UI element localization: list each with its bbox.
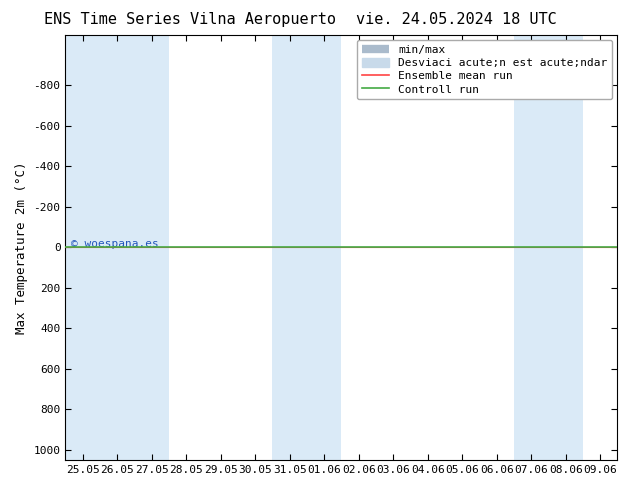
Legend: min/max, Desviaci acute;n est acute;ndar, Ensemble mean run, Controll run: min/max, Desviaci acute;n est acute;ndar…: [357, 40, 612, 99]
Text: ENS Time Series Vilna Aeropuerto: ENS Time Series Vilna Aeropuerto: [44, 12, 336, 27]
Bar: [273, 35, 307, 460]
Bar: [100, 35, 134, 460]
Text: vie. 24.05.2024 18 UTC: vie. 24.05.2024 18 UTC: [356, 12, 557, 27]
Text: © woespana.es: © woespana.es: [71, 239, 158, 249]
Bar: [65, 35, 100, 460]
Y-axis label: Max Temperature 2m (°C): Max Temperature 2m (°C): [15, 161, 28, 334]
Bar: [134, 35, 169, 460]
Bar: [548, 35, 583, 460]
Bar: [514, 35, 548, 460]
Bar: [307, 35, 342, 460]
